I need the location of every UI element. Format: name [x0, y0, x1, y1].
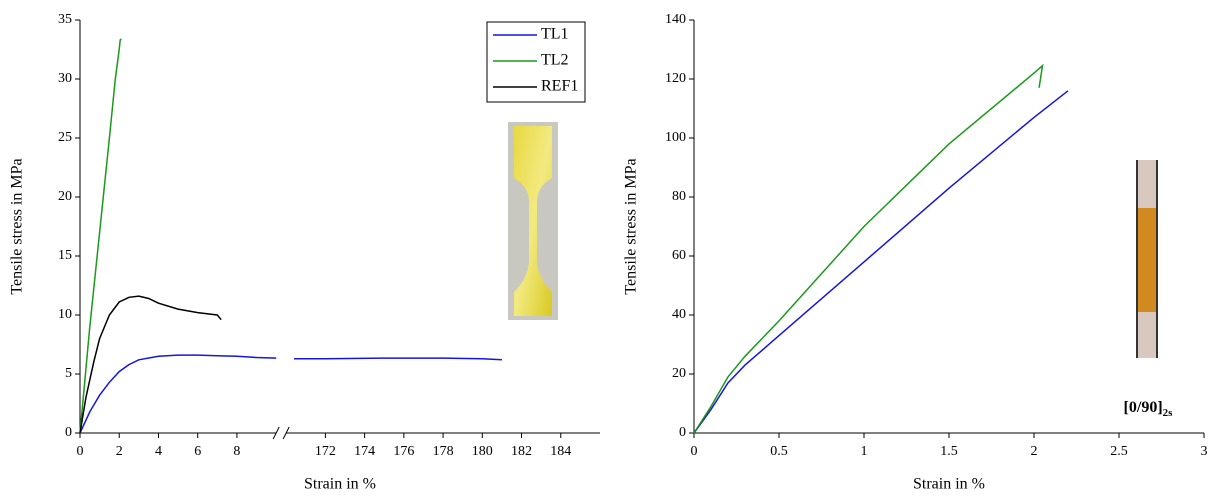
x-tick-label: 0 — [691, 444, 698, 459]
x-tick-label: 172 — [315, 444, 336, 459]
y-tick-label: 5 — [65, 366, 72, 381]
x-tick-label: 3 — [1201, 444, 1208, 459]
series-line — [693, 90, 1069, 434]
y-tick-label: 25 — [58, 130, 72, 145]
y-tick-label: 0 — [679, 425, 686, 440]
series-line — [79, 38, 122, 434]
y-tick-label: 30 — [58, 71, 72, 86]
x-tick-label: 180 — [472, 444, 493, 459]
annotation-main: [0/90] — [1124, 399, 1163, 416]
specimen-photo-right — [1136, 160, 1158, 358]
series-line — [79, 354, 502, 434]
legend-label: TL2 — [541, 52, 569, 69]
x-tick-label: 8 — [233, 444, 240, 459]
y-tick-label: 40 — [672, 307, 686, 322]
y-tick-label: 20 — [58, 189, 72, 204]
x-tick-label: 2 — [116, 444, 123, 459]
x-tick-label: 176 — [393, 444, 414, 459]
x-axis-title: Strain in % — [913, 476, 985, 493]
y-axis-title: Tensile stress in MPa — [623, 158, 640, 294]
y-tick-label: 15 — [58, 248, 72, 263]
specimen-photo-left — [508, 122, 558, 320]
x-tick-label: 182 — [511, 444, 532, 459]
series-line — [693, 63, 1044, 434]
legend-label: TL1 — [541, 26, 569, 43]
x-tick-label: 2.5 — [1110, 444, 1128, 459]
x-tick-label: 174 — [354, 444, 375, 459]
y-tick-label: 35 — [58, 12, 72, 27]
annotation: [0/90]2s — [1124, 399, 1174, 419]
y-tick-label: 0 — [65, 425, 72, 440]
x-tick-label: 1 — [861, 444, 868, 459]
legend-label: REF1 — [541, 78, 578, 95]
annotation-subscript: 2s — [1163, 407, 1174, 419]
series-line — [79, 295, 222, 434]
x-tick-label: 4 — [155, 444, 162, 459]
y-tick-label: 10 — [58, 307, 72, 322]
x-tick-label: 6 — [194, 444, 201, 459]
x-tick-label: 1.5 — [940, 444, 958, 459]
y-tick-label: 120 — [665, 71, 686, 86]
x-tick-label: 2 — [1031, 444, 1038, 459]
y-tick-label: 100 — [665, 130, 686, 145]
x-tick-label: 0.5 — [770, 444, 788, 459]
y-axis-title: Tensile stress in MPa — [9, 158, 26, 294]
y-tick-label: 20 — [672, 366, 686, 381]
y-tick-label: 140 — [665, 12, 686, 27]
y-tick-label: 60 — [672, 248, 686, 263]
y-tick-label: 80 — [672, 189, 686, 204]
x-axis-title: Strain in % — [304, 476, 376, 493]
axis-break — [272, 426, 280, 440]
x-tick-label: 178 — [433, 444, 454, 459]
x-tick-label: 0 — [77, 444, 84, 459]
x-tick-label: 184 — [550, 444, 571, 459]
